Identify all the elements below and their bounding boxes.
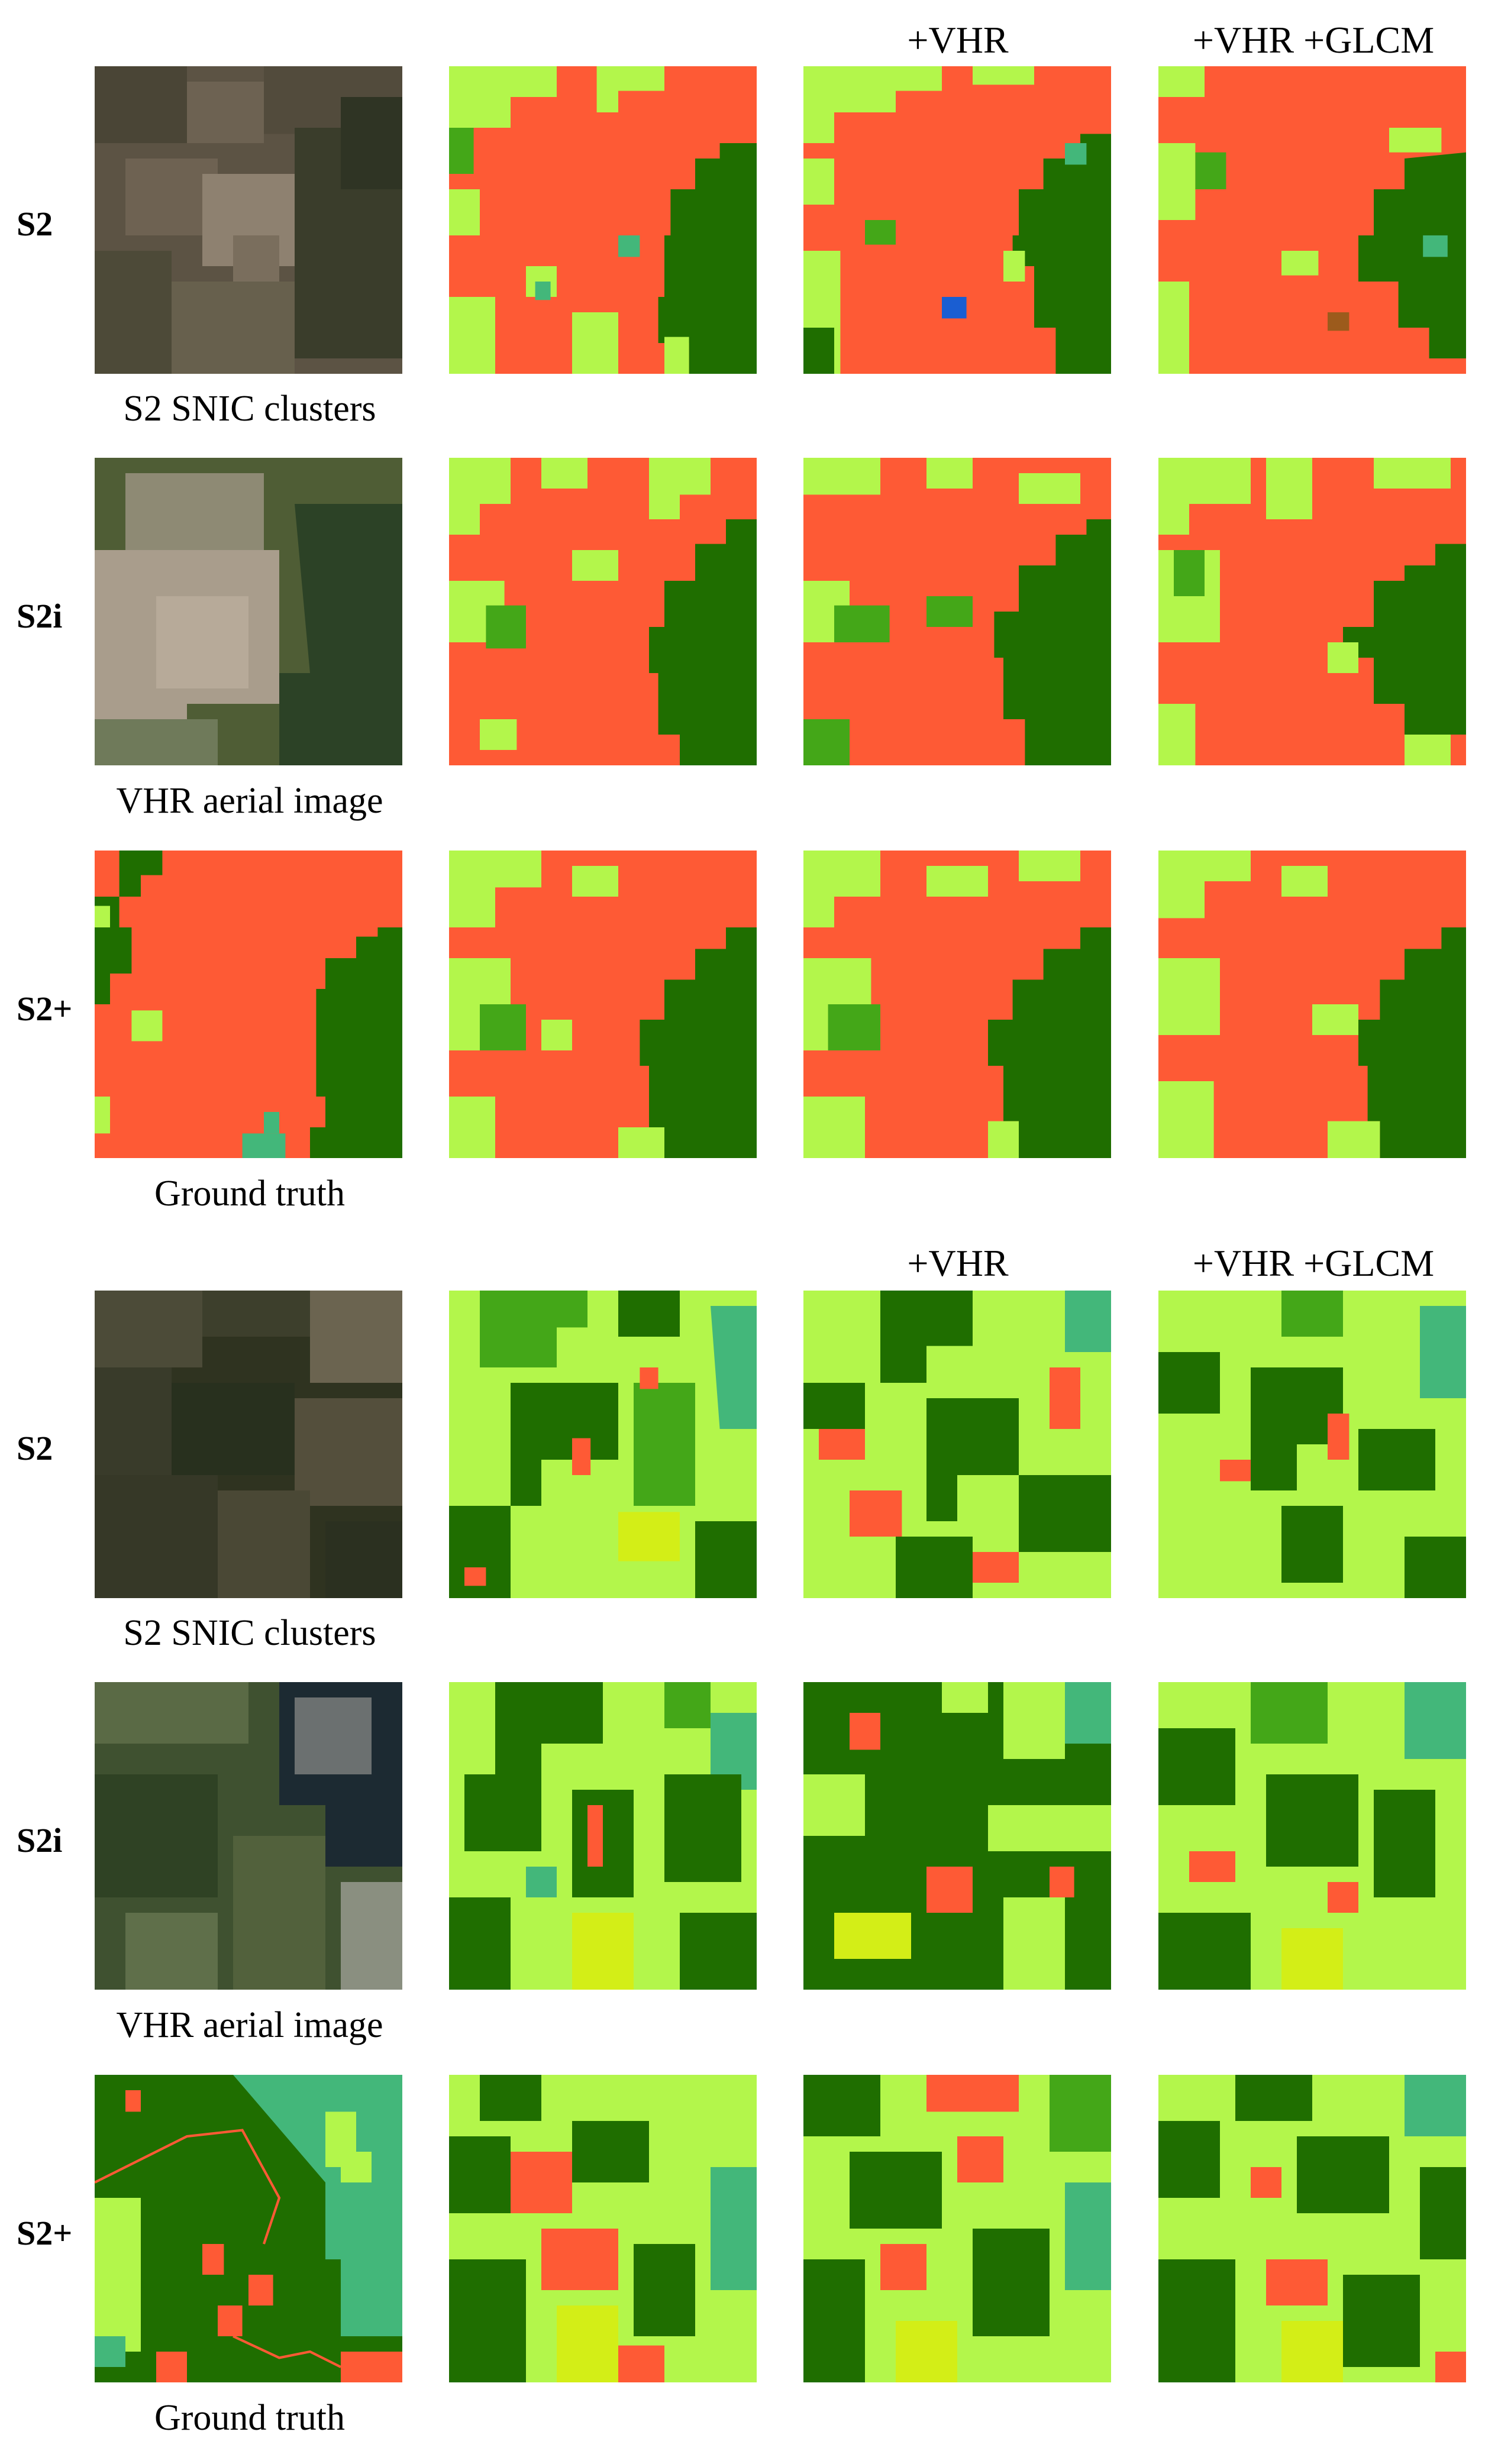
column-header-vhr-glcm: +VHR +GLCM (1192, 1242, 1435, 1284)
column-header-vhr: +VHR (907, 1242, 1009, 1284)
s2plus-vhr-prediction-map (803, 2075, 1111, 2382)
column-header-vhr: +VHR (907, 19, 1009, 61)
s2plus-prediction-map (449, 2075, 757, 2382)
column-header-vhr-glcm: +VHR +GLCM (1192, 19, 1435, 61)
row-label-s2plus: S2+ (17, 2214, 73, 2252)
vhr-aerial-image (95, 458, 402, 765)
row-label-s2: S2 (17, 205, 53, 243)
row-label-s2i: S2i (17, 1821, 63, 1860)
s2-prediction-map (449, 66, 757, 374)
s2i-vhr-prediction-map (803, 1682, 1111, 1990)
caption-ground-truth: Ground truth (154, 2398, 346, 2438)
s2plus-vhr-glcm-prediction-map (1158, 851, 1466, 1158)
s2i-prediction-map (449, 458, 757, 765)
s2-snic-clusters-image (95, 1291, 402, 1598)
caption-vhr-aerial-image: VHR aerial image (116, 2005, 383, 2045)
row-label-s2plus: S2+ (17, 990, 73, 1028)
s2-vhr-glcm-prediction-map (1158, 1291, 1466, 1598)
s2-snic-clusters-image (95, 66, 402, 374)
s2plus-vhr-glcm-prediction-map (1158, 2075, 1466, 2382)
row-label-s2i: S2i (17, 597, 63, 635)
vhr-aerial-image (95, 1682, 402, 1990)
s2i-vhr-prediction-map (803, 458, 1111, 765)
s2i-prediction-map (449, 1682, 757, 1990)
caption-ground-truth: Ground truth (154, 1173, 346, 1214)
s2-vhr-glcm-prediction-map (1158, 66, 1466, 374)
caption-s2-snic-clusters: S2 SNIC clusters (123, 1613, 376, 1653)
ground-truth-map (95, 2075, 402, 2382)
caption-s2-snic-clusters: S2 SNIC clusters (123, 389, 376, 429)
s2plus-prediction-map (449, 851, 757, 1158)
s2i-vhr-glcm-prediction-map (1158, 1682, 1466, 1990)
s2i-vhr-glcm-prediction-map (1158, 458, 1466, 765)
ground-truth-map (95, 851, 402, 1158)
s2-vhr-prediction-map (803, 1291, 1111, 1598)
row-label-s2: S2 (17, 1429, 53, 1467)
s2-prediction-map (449, 1291, 757, 1598)
s2-vhr-prediction-map (803, 66, 1111, 374)
caption-vhr-aerial-image: VHR aerial image (116, 781, 383, 821)
s2plus-vhr-prediction-map (803, 851, 1111, 1158)
